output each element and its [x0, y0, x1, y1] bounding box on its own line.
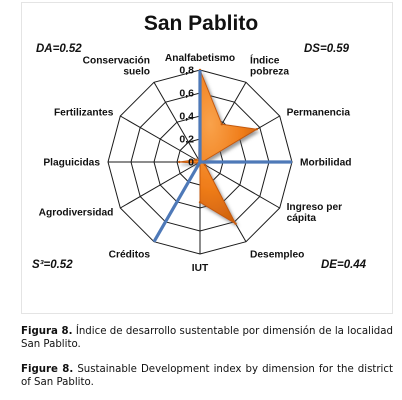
category-label-creditos: Créditos — [109, 250, 151, 261]
series-point-indice-pobreza — [220, 123, 223, 126]
caption-spanish-text: Índice de desarrollo sustentable por dim… — [21, 326, 393, 350]
category-label-agrodiversidad: Agrodiversidad — [39, 208, 114, 219]
category-label-line-ingreso-per-capita-0: Ingreso per — [287, 202, 343, 213]
grid-spoke-fertilizantes — [120, 115, 201, 163]
category-label-line-indice-pobreza-0: Índice — [250, 53, 280, 66]
annotation-da: DA=0.52 — [36, 43, 82, 55]
series-point-desempleo — [234, 222, 237, 225]
grid-spoke-ingreso-per-capita — [199, 161, 280, 209]
category-label-ingreso-per-capita: Ingreso per cápita — [287, 202, 343, 224]
tick-label-3: 0,6 — [179, 88, 194, 100]
category-label-iut: IUT — [192, 263, 209, 274]
annotation-s3: S³=0.52 — [32, 259, 73, 271]
category-label-line-creditos-0: Créditos — [109, 250, 151, 261]
category-label-line-conservacion-suelo-1: suelo — [123, 66, 150, 77]
chart-title: San Pablito — [144, 12, 258, 35]
tick-label-1: 0,2 — [179, 134, 194, 146]
category-label-indice-pobreza: Índice pobreza — [250, 53, 289, 77]
annotation-ds: DS=0.59 — [304, 43, 350, 55]
tick-label-2: 0,4 — [179, 111, 194, 123]
category-labels: Analfabetismo Índice pobreza Permanencia Mor… — [39, 53, 352, 274]
category-label-conservacion-suelo: Conservación suelo — [83, 55, 150, 77]
grid-spoke-agrodiversidad — [120, 161, 201, 209]
category-label-morbilidad: Morbilidad — [300, 158, 352, 169]
caption-spanish-label: Figura 8. — [21, 326, 73, 337]
series-point-permanencia — [255, 128, 258, 131]
category-label-line-ingreso-per-capita-1: cápita — [287, 213, 317, 224]
caption-english-label: Figure 8. — [21, 364, 74, 375]
caption-spanish: Figura 8. Índice de desarrollo sustentab… — [21, 326, 393, 351]
category-label-line-desempleo-0: Desempleo — [250, 250, 304, 261]
highlight-axes — [152, 70, 292, 243]
annotation-de: DE=0.44 — [321, 259, 367, 271]
tick-label-4: 0,8 — [179, 65, 194, 77]
category-label-analfabetismo: Analfabetismo — [165, 53, 235, 64]
series-point-iut — [198, 201, 202, 204]
category-label-fertilizantes: Fertilizantes — [54, 108, 114, 119]
category-label-desempleo: Desempleo — [250, 250, 304, 261]
radial-ticks: 0 0,2 0,4 0,6 0,8 — [179, 65, 194, 169]
category-label-line-agrodiversidad-0: Agrodiversidad — [39, 208, 114, 219]
caption-english: Figure 8. Sustainable Development index … — [21, 364, 393, 389]
category-label-line-morbilidad-0: Morbilidad — [300, 158, 352, 169]
category-label-line-fertilizantes-0: Fertilizantes — [54, 108, 114, 119]
category-label-line-plaguicidas-0: Plaguicidas — [43, 158, 100, 169]
category-label-line-indice-pobreza-1: pobreza — [250, 66, 289, 77]
series-point-fertilizantes — [194, 158, 198, 161]
grid-spoke-conservacion-suelo — [153, 82, 201, 163]
category-label-line-conservacion-suelo-0: Conservación — [83, 55, 150, 66]
category-label-plaguicidas: Plaguicidas — [43, 158, 100, 169]
category-label-line-iut-0: IUT — [192, 263, 209, 274]
category-label-permanencia: Permanencia — [287, 108, 351, 119]
tick-label-0: 0 — [188, 157, 194, 169]
category-label-line-permanencia-0: Permanencia — [287, 108, 351, 119]
series-point-ingreso-per-capita — [203, 163, 207, 167]
radar-chart: San Pablito DA=0.52 DS=0.59 S³=0.52 DE=0… — [32, 12, 367, 274]
caption-english-text: Sustainable Development index by dimensi… — [21, 364, 393, 388]
series-point-plaguicidas — [178, 160, 181, 164]
category-label-line-analfabetismo-0: Analfabetismo — [165, 53, 235, 64]
highlight-axis-creditos — [152, 161, 202, 243]
